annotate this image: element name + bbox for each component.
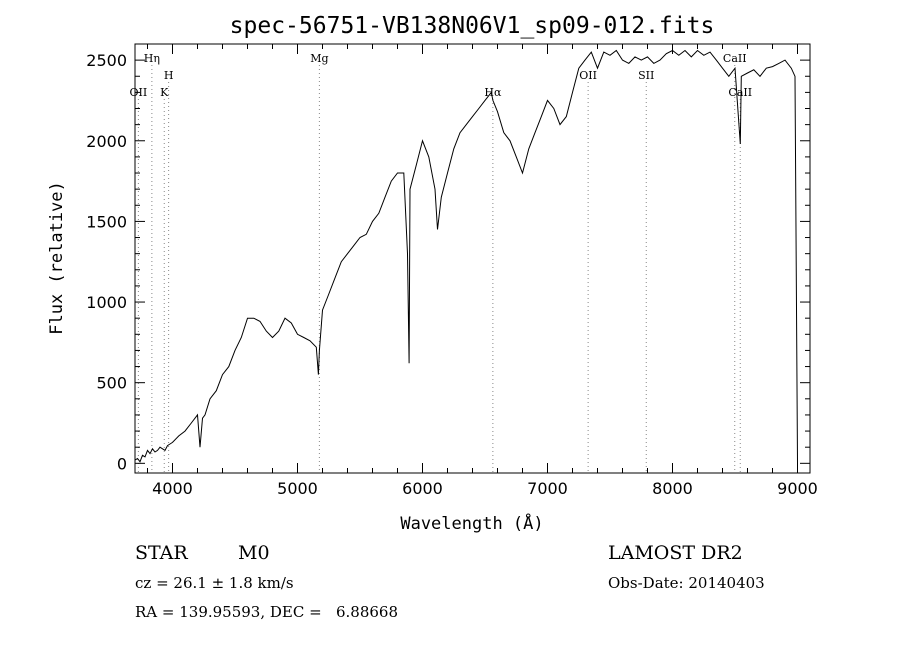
- object-class: STAR: [135, 542, 188, 564]
- spectral-line-label: K: [160, 86, 169, 99]
- axis-ticks: 4000 5000 6000 7000 8000 9000 0 500 1000 1500 2000…: [86, 44, 818, 498]
- observation-date: Obs-Date: 20140403: [608, 574, 765, 592]
- chart-title: spec-56751-VB138N06V1_sp09-012.fits: [230, 13, 715, 39]
- x-tick-label: 9000: [777, 479, 818, 498]
- plot-frame: [134, 43, 811, 474]
- y-tick-label: 1500: [86, 212, 127, 231]
- spectral-line-label: SII: [638, 69, 654, 82]
- x-axis-label: Wavelength (Å): [400, 512, 543, 534]
- y-axis-label: Flux (relative): [47, 181, 67, 335]
- y-tick-label: 0: [117, 454, 127, 473]
- y-tick-label: 2500: [86, 51, 127, 70]
- series-line: [134, 49, 798, 464]
- survey-label: LAMOST DR2: [608, 542, 743, 564]
- spectral-line-label: Hη: [144, 52, 160, 65]
- y-tick-label: 500: [96, 374, 127, 393]
- spectral-line-label: OII: [579, 69, 597, 82]
- y-tick-label: 2000: [86, 132, 127, 151]
- redshift-velocity: cz = 26.1 ± 1.8 km/s: [135, 574, 294, 592]
- x-tick-label: 4000: [152, 479, 193, 498]
- x-tick-label: 7000: [527, 479, 568, 498]
- x-tick-label: 8000: [652, 479, 693, 498]
- y-tick-label: 1000: [86, 293, 127, 312]
- x-tick-label: 5000: [277, 479, 318, 498]
- spectral-line-label: CaII: [723, 52, 747, 65]
- spectral-line-label: CaII: [728, 86, 752, 99]
- x-tick-label: 6000: [402, 479, 443, 498]
- spectral-line-label: Mg: [310, 52, 328, 65]
- coordinates: RA = 139.95593, DEC = 6.88668: [135, 603, 399, 621]
- spectral-line-label: H: [164, 69, 174, 82]
- spectral-line-label: Hα: [484, 86, 502, 99]
- object-subclass: M0: [238, 542, 270, 564]
